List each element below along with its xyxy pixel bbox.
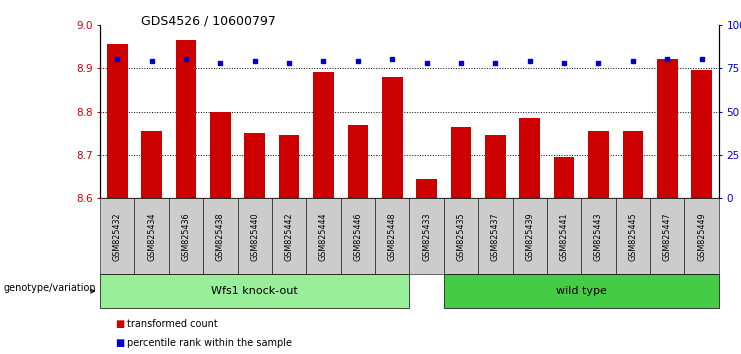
- Bar: [142, 131, 162, 198]
- Bar: [107, 44, 127, 198]
- Text: GSM825449: GSM825449: [697, 212, 706, 261]
- Text: GSM825435: GSM825435: [456, 212, 465, 261]
- Text: GSM825446: GSM825446: [353, 212, 362, 261]
- Text: GSM825448: GSM825448: [388, 212, 396, 261]
- Bar: [210, 112, 230, 198]
- Bar: [279, 135, 299, 198]
- Text: GSM825438: GSM825438: [216, 212, 225, 261]
- Bar: [485, 135, 505, 198]
- Text: transformed count: transformed count: [127, 319, 218, 329]
- Text: GSM825440: GSM825440: [250, 212, 259, 261]
- Text: percentile rank within the sample: percentile rank within the sample: [127, 338, 293, 348]
- Text: GSM825436: GSM825436: [182, 212, 190, 261]
- Bar: [416, 179, 437, 198]
- Text: GSM825439: GSM825439: [525, 212, 534, 261]
- Bar: [588, 131, 609, 198]
- Text: GSM825445: GSM825445: [628, 212, 637, 261]
- Bar: [176, 40, 196, 198]
- Text: wild type: wild type: [556, 286, 607, 296]
- Bar: [657, 59, 677, 198]
- Bar: [245, 133, 265, 198]
- Text: GSM825443: GSM825443: [594, 212, 603, 261]
- Bar: [622, 131, 643, 198]
- Bar: [348, 125, 368, 198]
- Text: GSM825434: GSM825434: [147, 212, 156, 261]
- Text: GSM825433: GSM825433: [422, 212, 431, 261]
- Text: ■: ■: [115, 338, 124, 348]
- Bar: [382, 77, 402, 198]
- Text: ■: ■: [115, 319, 124, 329]
- Bar: [451, 127, 471, 198]
- Text: GSM825442: GSM825442: [285, 212, 293, 261]
- Text: GDS4526 / 10600797: GDS4526 / 10600797: [141, 14, 276, 27]
- Text: GSM825432: GSM825432: [113, 212, 122, 261]
- Text: Wfs1 knock-out: Wfs1 knock-out: [211, 286, 298, 296]
- Bar: [554, 157, 574, 198]
- Text: GSM825444: GSM825444: [319, 212, 328, 261]
- Text: genotype/variation: genotype/variation: [4, 282, 96, 293]
- Text: GSM825437: GSM825437: [491, 212, 500, 261]
- Bar: [691, 70, 712, 198]
- Text: GSM825447: GSM825447: [662, 212, 671, 261]
- Bar: [519, 118, 540, 198]
- Text: GSM825441: GSM825441: [559, 212, 568, 261]
- Bar: [313, 73, 333, 198]
